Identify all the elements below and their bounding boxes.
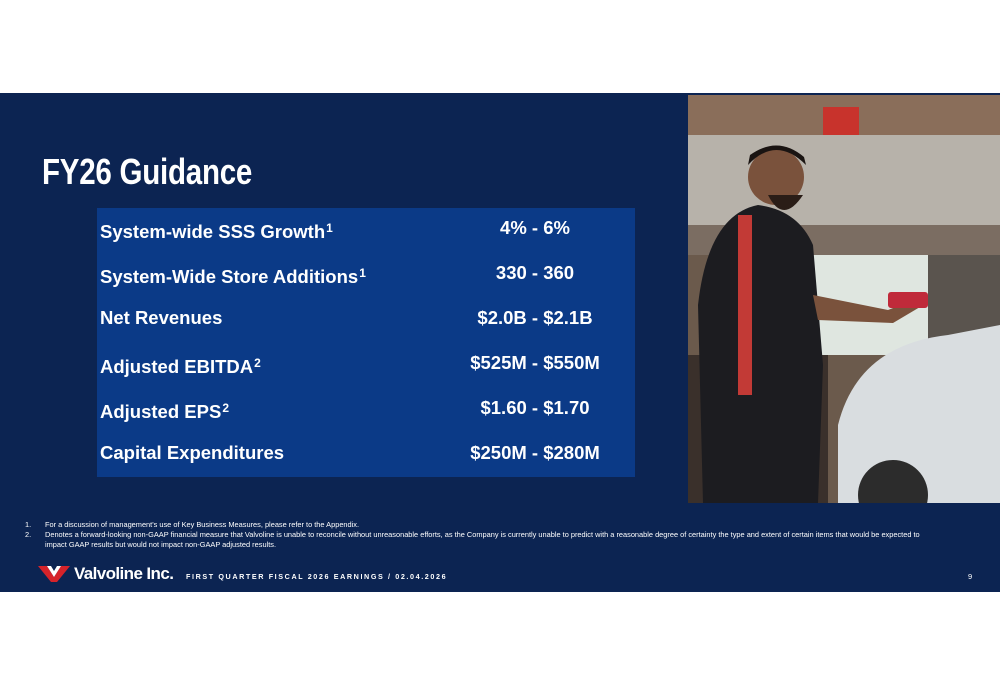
guidance-table: System-wide SSS Growth1 4% - 6% System-Wid…	[97, 208, 635, 477]
guidance-row: System-Wide Store Additions1 330 - 360	[100, 258, 635, 288]
footnote: 2. Denotes a forward-looking non-GAAP fin…	[25, 530, 925, 550]
label-text: System-wide SSS Growth	[100, 221, 326, 242]
row-value: $2.0B - $2.1B	[477, 307, 593, 328]
logo-text: Valvoline Inc.	[74, 564, 174, 583]
row-value: $250M - $280M	[470, 442, 600, 463]
footnote-number: 1.	[25, 520, 32, 529]
footer-text: FIRST QUARTER FISCAL 2026 EARNINGS / 02.…	[186, 572, 448, 581]
row-value: $525M - $550M	[470, 352, 600, 373]
logo-mark	[38, 566, 70, 582]
row-label: Capital Expenditures	[100, 438, 284, 468]
row-value: $1.60 - $1.70	[480, 397, 590, 418]
slide-title: FY26 Guidance	[42, 151, 253, 192]
row-label: Adjusted EBITDA2	[100, 348, 261, 382]
label-text: Capital Expenditures	[100, 442, 285, 463]
label-text: Adjusted EBITDA	[100, 356, 254, 377]
footnote-ref: 1	[326, 221, 333, 235]
label-text: Adjusted EPS	[100, 401, 222, 422]
footnote-ref: 2	[254, 356, 261, 370]
footnote-ref: 1	[359, 266, 366, 280]
row-value: 4% - 6%	[500, 217, 570, 238]
row-value: 330 - 360	[495, 262, 575, 283]
guidance-row: Adjusted EPS2 $1.60 - $1.70	[100, 393, 635, 423]
guidance-row: Capital Expenditures $250M - $280M	[100, 438, 635, 468]
footnote: 1. For a discussion of management's use o…	[25, 520, 925, 530]
footer-logo: Valvoline Inc.	[38, 564, 174, 584]
row-label: System-Wide Store Additions1	[100, 258, 366, 292]
guidance-row: System-wide SSS Growth1 4% - 6%	[100, 213, 635, 243]
footnote-text: For a discussion of management's use of …	[45, 520, 360, 529]
footnote-number: 2.	[25, 530, 32, 539]
label-text: Net Revenues	[100, 307, 223, 328]
guidance-row: Net Revenues $2.0B - $2.1B	[100, 303, 635, 333]
guidance-row: Adjusted EBITDA2 $525M - $550M	[100, 348, 635, 378]
photo	[688, 95, 1000, 503]
footnote-text: Denotes a forward-looking non-GAAP finan…	[45, 530, 920, 549]
label-text: System-Wide Store Additions	[100, 266, 359, 287]
row-label: System-wide SSS Growth1	[100, 213, 333, 247]
row-label: Net Revenues	[100, 303, 222, 333]
footnote-ref: 2	[222, 401, 229, 415]
row-label: Adjusted EPS2	[100, 393, 229, 427]
footnotes: 1. For a discussion of management's use o…	[25, 520, 925, 550]
slide: FY26 Guidance System-wide SSS Growth1 4% …	[0, 93, 1000, 592]
page-number: 9	[968, 572, 973, 581]
